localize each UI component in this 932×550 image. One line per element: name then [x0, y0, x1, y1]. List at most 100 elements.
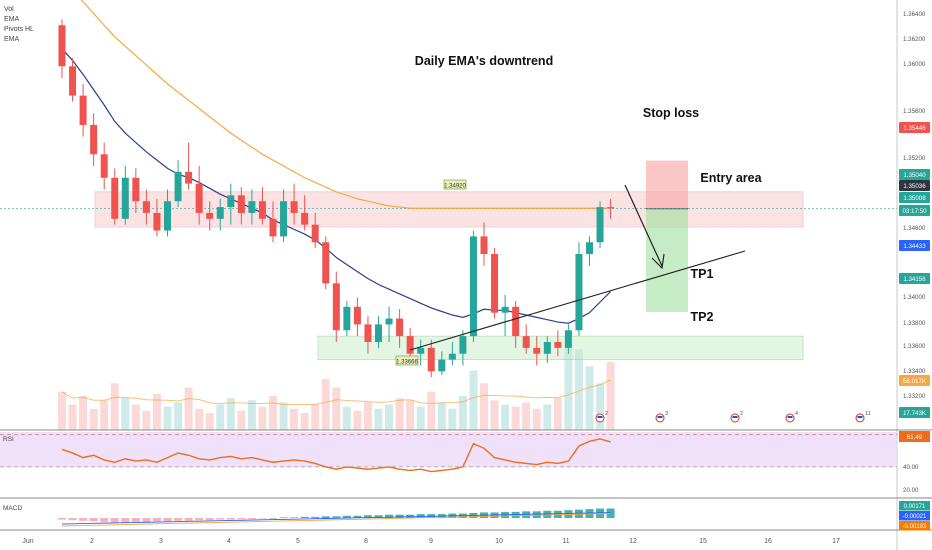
pivot-high-box: [443, 179, 467, 190]
candle-body: [290, 201, 298, 213]
candle-body: [69, 66, 77, 96]
flag-icon-stripe: [857, 416, 863, 418]
macd-bar: [353, 515, 362, 518]
arrow-head: [651, 253, 665, 270]
candle: [174, 160, 182, 208]
price-badge-text: 17.743K: [903, 410, 927, 417]
candle: [79, 83, 87, 137]
candle: [185, 142, 193, 190]
candle: [290, 183, 298, 225]
candle-body: [100, 154, 108, 178]
rsi-label: RSI: [3, 436, 14, 443]
candle: [480, 222, 488, 266]
volume-bar: [522, 402, 531, 430]
candle-body: [353, 306, 361, 325]
candle-body: [459, 336, 467, 354]
price-tick: 1.34600: [903, 225, 926, 232]
arrow-line: [624, 184, 663, 267]
candle: [269, 201, 277, 243]
candle: [69, 58, 77, 102]
macd-bar: [290, 517, 299, 518]
candle: [58, 19, 66, 79]
price-badge-text: 1.35446: [903, 125, 926, 132]
candle-body: [58, 25, 66, 67]
price-tick: 1.35600: [903, 108, 926, 115]
time-tick: 3: [159, 538, 163, 545]
candle: [364, 316, 372, 354]
event-marker[interactable]: 3: [655, 411, 668, 423]
price-badge-bg: [899, 192, 930, 203]
price-badge-text: 03:17:50: [902, 208, 927, 215]
candle: [164, 189, 171, 237]
price-badge-text: 1.34156: [903, 276, 926, 283]
macd-bar: [89, 518, 98, 522]
candle: [427, 339, 435, 378]
pivot-low-label: 1.33666: [396, 360, 418, 366]
volume-bar: [205, 413, 214, 430]
volume-bar: [469, 370, 478, 430]
candle: [375, 316, 382, 348]
volume-bar: [321, 379, 330, 430]
price-tick: 1.33400: [903, 368, 926, 375]
macd-bar: [100, 518, 109, 522]
candle-body: [501, 306, 509, 313]
candle-body: [227, 195, 235, 208]
candle-body: [607, 207, 615, 209]
candle-body: [512, 306, 520, 337]
price-badge-bg: [899, 205, 930, 216]
time-tick: 5: [296, 538, 300, 545]
candle: [491, 248, 499, 319]
volume-bar: [131, 404, 140, 430]
legend-item: Vol: [4, 6, 14, 13]
candle: [258, 187, 266, 225]
price-badge: 1.35008: [899, 192, 930, 203]
price-badge-text: 1.35036: [903, 183, 926, 190]
price-badge: 1.34156: [899, 273, 930, 284]
candle-body: [522, 336, 530, 348]
rsi-badge: 61.49: [907, 434, 923, 441]
time-tick: 11: [562, 538, 569, 545]
macd-bar: [300, 516, 309, 518]
legend-item: EMA: [4, 36, 20, 43]
volume-bar: [511, 406, 520, 430]
price-badge: 17.743K: [899, 407, 930, 418]
volume-bar: [448, 408, 457, 430]
macd-bar: [174, 518, 183, 521]
price-badge: 56.017K: [899, 375, 930, 386]
volume-bar: [353, 410, 362, 430]
event-marker[interactable]: 4: [785, 411, 798, 423]
flag-icon-stripe: [657, 416, 663, 418]
event-marker[interactable]: 2: [595, 411, 608, 423]
event-marker[interactable]: 11: [855, 411, 871, 423]
candle-body: [480, 236, 488, 255]
volume-bar: [100, 400, 109, 430]
macd-badge: -0.00193: [903, 524, 927, 530]
candle-body: [269, 218, 277, 237]
legend-item: EMA: [4, 16, 20, 23]
volume-bar: [163, 406, 172, 430]
volume-bar: [195, 408, 204, 430]
volume-bar: [385, 404, 394, 430]
candle: [111, 168, 119, 225]
candle-body: [375, 324, 382, 343]
macd-bar: [79, 518, 88, 521]
volume-bar: [437, 402, 446, 430]
price-badge-bg: [899, 122, 930, 133]
macd-bar: [395, 514, 404, 518]
time-tick: Jun: [22, 538, 33, 545]
time-tick: 9: [429, 538, 433, 545]
macd-bar: [131, 518, 140, 522]
candle-body: [396, 318, 404, 337]
candle-body: [533, 347, 541, 354]
price-tick: 1.33200: [903, 393, 926, 400]
macd-bar: [332, 516, 341, 518]
event-count: 2: [605, 411, 608, 417]
trendline: [409, 250, 746, 351]
price-tick: 1.36200: [903, 36, 926, 43]
ema-slow-line: [80, 0, 611, 209]
candle-body: [417, 347, 425, 354]
macd-bar: [269, 518, 277, 519]
candle: [227, 183, 235, 225]
event-marker[interactable]: 2: [730, 411, 743, 423]
